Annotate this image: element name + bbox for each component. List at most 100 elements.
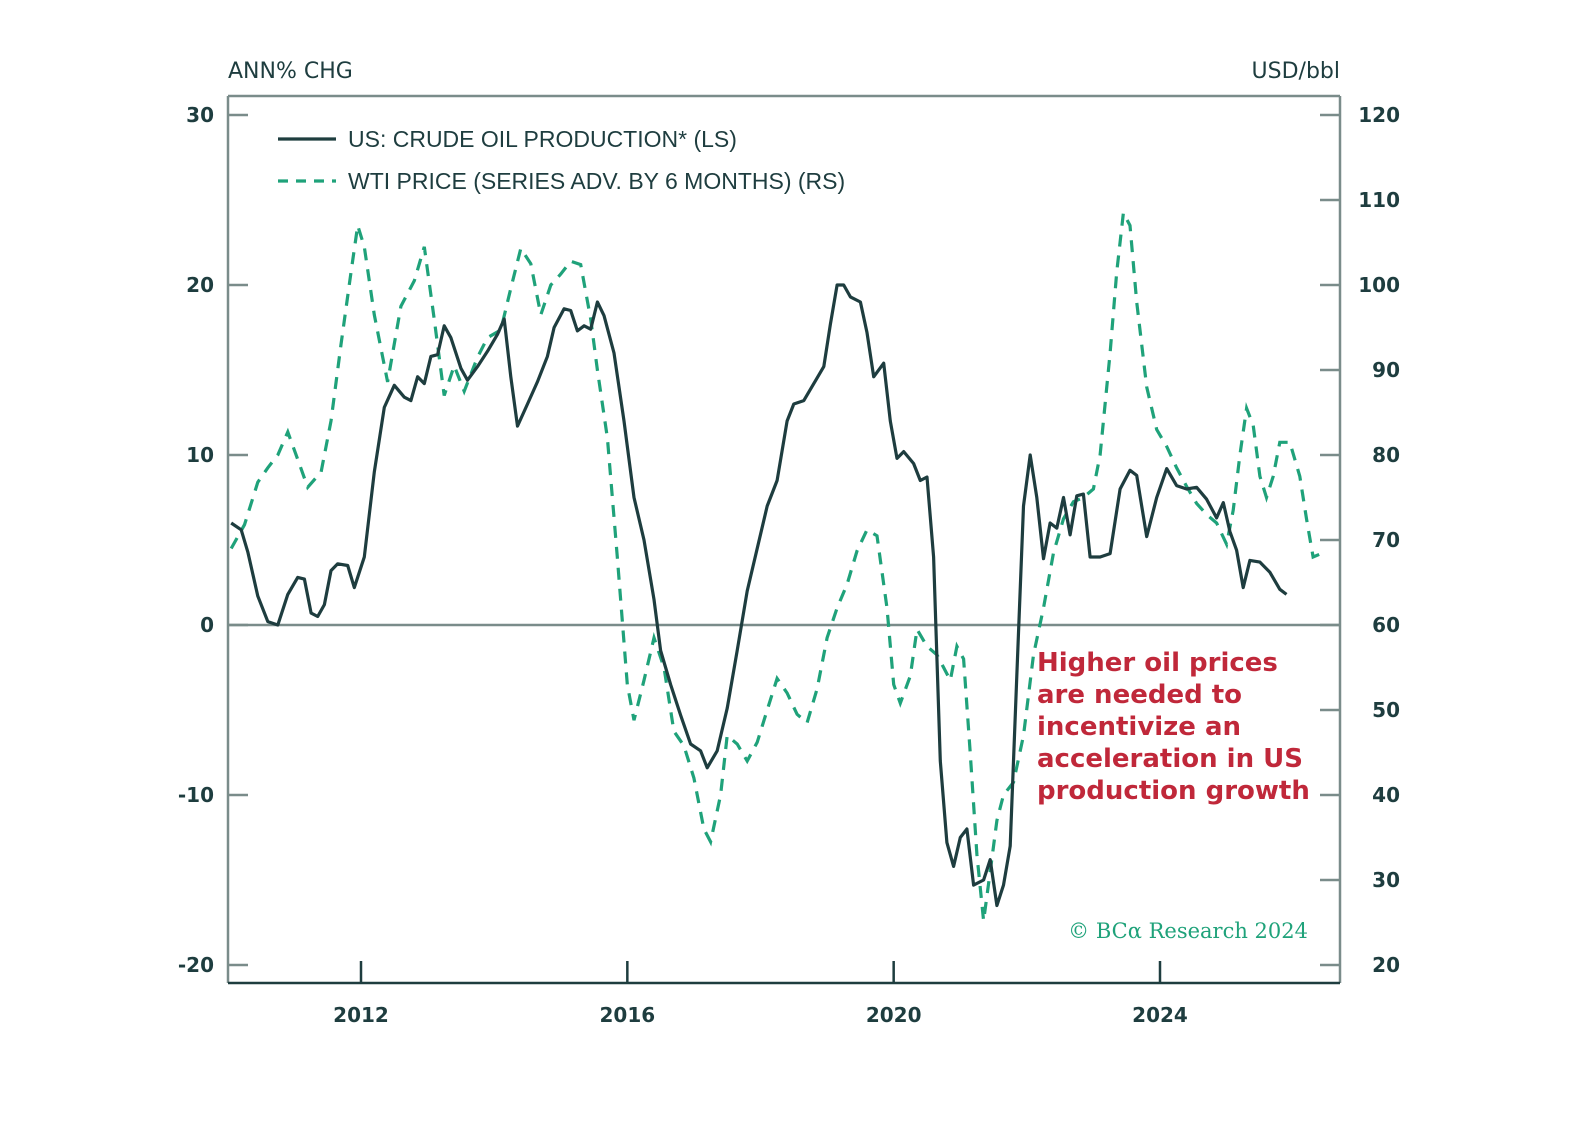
right-tick-label: 50: [1372, 698, 1400, 722]
data-point-production: [836, 284, 839, 287]
data-point-wti: [975, 853, 978, 856]
data-point-production: [486, 350, 489, 353]
data-point-production: [902, 450, 905, 453]
data-point-wti: [709, 840, 712, 843]
data-point-production: [230, 522, 233, 525]
data-point-wti: [519, 247, 522, 250]
data-point-wti: [766, 709, 769, 712]
data-point-production: [959, 836, 962, 839]
data-point-production: [965, 828, 968, 831]
data-point-production: [409, 399, 412, 402]
data-point-wti: [1215, 522, 1218, 525]
data-point-production: [1185, 488, 1188, 491]
data-point-wti: [616, 556, 619, 559]
data-point-production: [576, 329, 579, 332]
data-point-production: [1042, 557, 1045, 560]
data-point-production: [822, 365, 825, 368]
data-point-wti: [256, 481, 259, 484]
data-point-wti: [672, 730, 675, 733]
data-point-production: [1278, 588, 1281, 591]
data-point-wti: [276, 454, 279, 457]
data-point-production: [466, 379, 469, 382]
data-point-production: [503, 318, 506, 321]
right-tick-label: 100: [1358, 273, 1400, 297]
left-tick-label: -10: [178, 783, 214, 807]
data-point-production: [459, 367, 462, 370]
annotation-line: production growth: [1037, 776, 1310, 806]
data-point-production: [246, 550, 249, 553]
data-point-wti: [1165, 445, 1168, 448]
data-point-production: [945, 841, 948, 844]
data-point-wti: [230, 547, 233, 550]
data-point-wti: [320, 471, 323, 474]
data-point-wti: [1022, 734, 1025, 737]
data-point-wti: [1032, 653, 1035, 656]
data-point-production: [423, 382, 426, 385]
data-point-wti: [363, 245, 366, 248]
data-point-wti: [1122, 211, 1125, 214]
data-point-production: [296, 576, 299, 579]
data-point-wti: [1232, 509, 1235, 512]
data-point-wti: [796, 713, 799, 716]
data-point-production: [716, 749, 719, 752]
data-point-wti: [806, 721, 809, 724]
data-point-production: [802, 399, 805, 402]
right-tick-label: 90: [1372, 358, 1400, 382]
data-point-production: [240, 528, 243, 531]
data-point-wti: [955, 645, 958, 648]
data-point-production: [449, 336, 452, 339]
data-point-wti: [1115, 271, 1118, 274]
data-point-wti: [529, 262, 532, 265]
data-point-wti: [386, 380, 389, 383]
data-point-production: [756, 547, 759, 550]
data-point-wti: [296, 458, 299, 461]
data-point-production: [1135, 474, 1138, 477]
data-point-wti: [1258, 475, 1261, 478]
data-point-production: [786, 420, 789, 423]
data-point-production: [589, 328, 592, 331]
data-point-wti: [736, 743, 739, 746]
data-point-wti: [1129, 224, 1132, 227]
data-point-production: [746, 590, 749, 593]
data-point-production: [889, 420, 892, 423]
data-point-wti: [836, 607, 839, 610]
data-point-wti: [1082, 496, 1085, 499]
data-point-wti: [682, 744, 685, 747]
data-point-wti: [1205, 513, 1208, 516]
data-point-wti: [399, 305, 402, 308]
data-point-production: [563, 307, 566, 310]
data-point-production: [416, 375, 419, 378]
data-point-wti: [786, 692, 789, 695]
data-point-production: [1055, 527, 1058, 530]
data-point-wti: [569, 260, 572, 263]
data-point-wti: [476, 356, 479, 359]
data-point-wti: [962, 658, 965, 661]
data-point-production: [1069, 533, 1072, 536]
x-tick-label: 2024: [1132, 1003, 1188, 1027]
left-tick-label: 0: [200, 613, 214, 637]
data-point-production: [972, 884, 975, 887]
data-point-production: [526, 403, 529, 406]
x-tick-label: 2012: [333, 1003, 389, 1027]
data-point-production: [623, 420, 626, 423]
annotation-line: Higher oil prices: [1037, 648, 1278, 678]
data-point-production: [373, 471, 376, 474]
data-point-wti: [942, 666, 945, 669]
data-point-production: [1258, 561, 1261, 564]
data-point-wti: [876, 534, 879, 537]
data-point-wti: [356, 224, 359, 227]
copyright-credit: © BCα Research 2024: [1068, 919, 1308, 943]
data-point-production: [989, 858, 992, 861]
legend: US: CRUDE OIL PRODUCTION* (LS) WTI PRICE…: [278, 126, 845, 194]
data-point-production: [1222, 501, 1225, 504]
left-tick-label: 30: [186, 103, 214, 127]
data-point-wti: [433, 318, 436, 321]
data-point-wti: [1062, 517, 1065, 520]
data-point-production: [1268, 571, 1271, 574]
data-point-production: [669, 683, 672, 686]
data-point-production: [882, 362, 885, 365]
data-point-wti: [549, 284, 552, 287]
data-point-production: [1155, 496, 1158, 499]
data-point-production: [919, 479, 922, 482]
data-point-production: [1009, 845, 1012, 848]
